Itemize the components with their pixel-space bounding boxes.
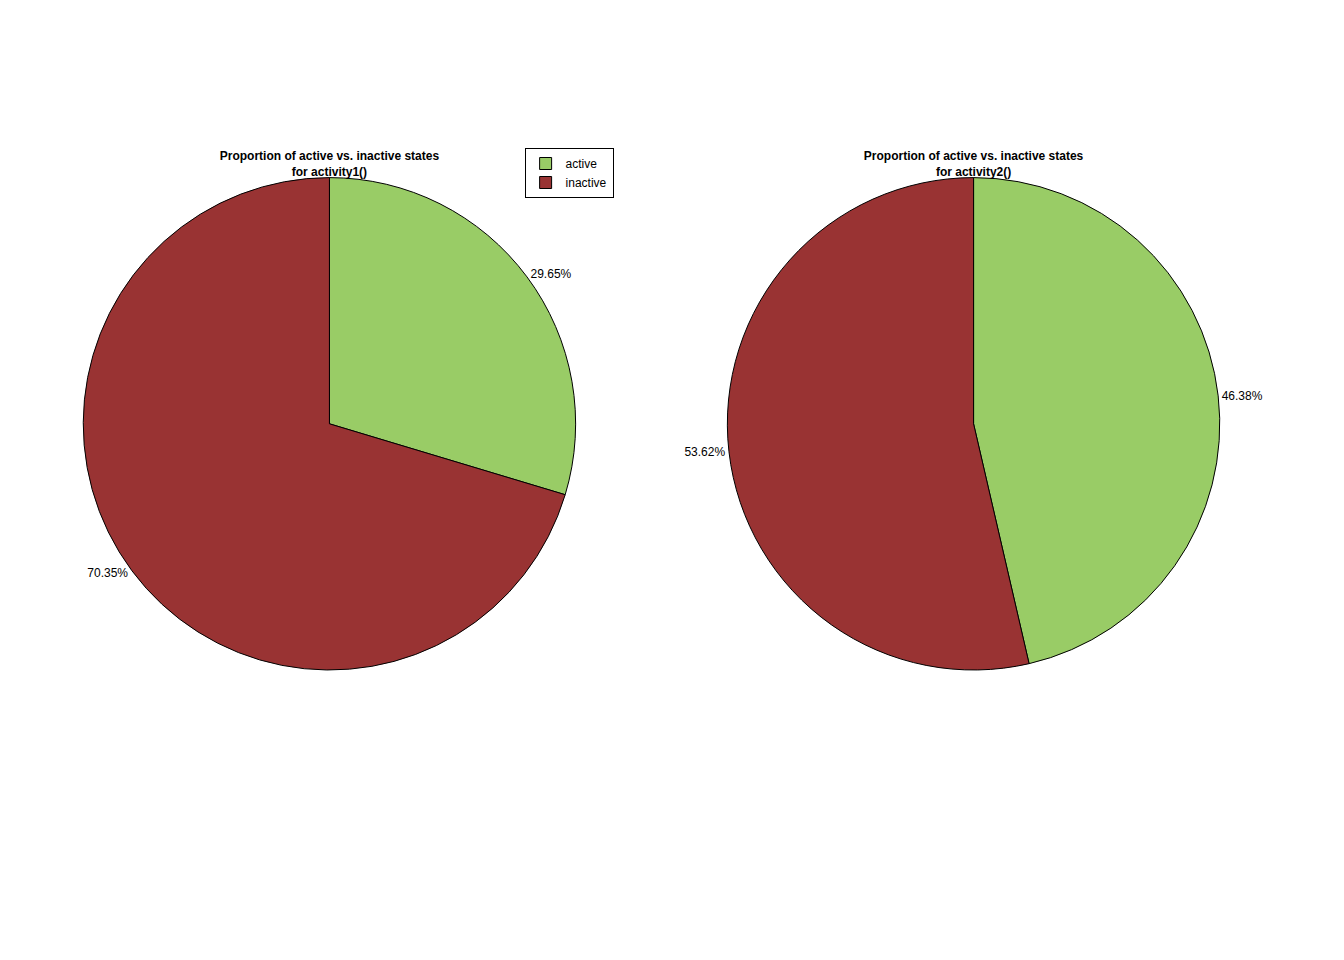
svg-text:46.38%: 46.38%	[1222, 389, 1263, 403]
svg-text:Proportion of active vs. inact: Proportion of active vs. inactive states…	[220, 149, 440, 179]
svg-text:inactive: inactive	[566, 176, 607, 190]
svg-text:active: active	[566, 157, 598, 171]
svg-text:Proportion of active vs. inact: Proportion of active vs. inactive states…	[864, 149, 1084, 179]
svg-text:29.65%: 29.65%	[531, 267, 572, 281]
svg-text:70.35%: 70.35%	[87, 566, 128, 580]
svg-text:53.62%: 53.62%	[684, 445, 725, 459]
